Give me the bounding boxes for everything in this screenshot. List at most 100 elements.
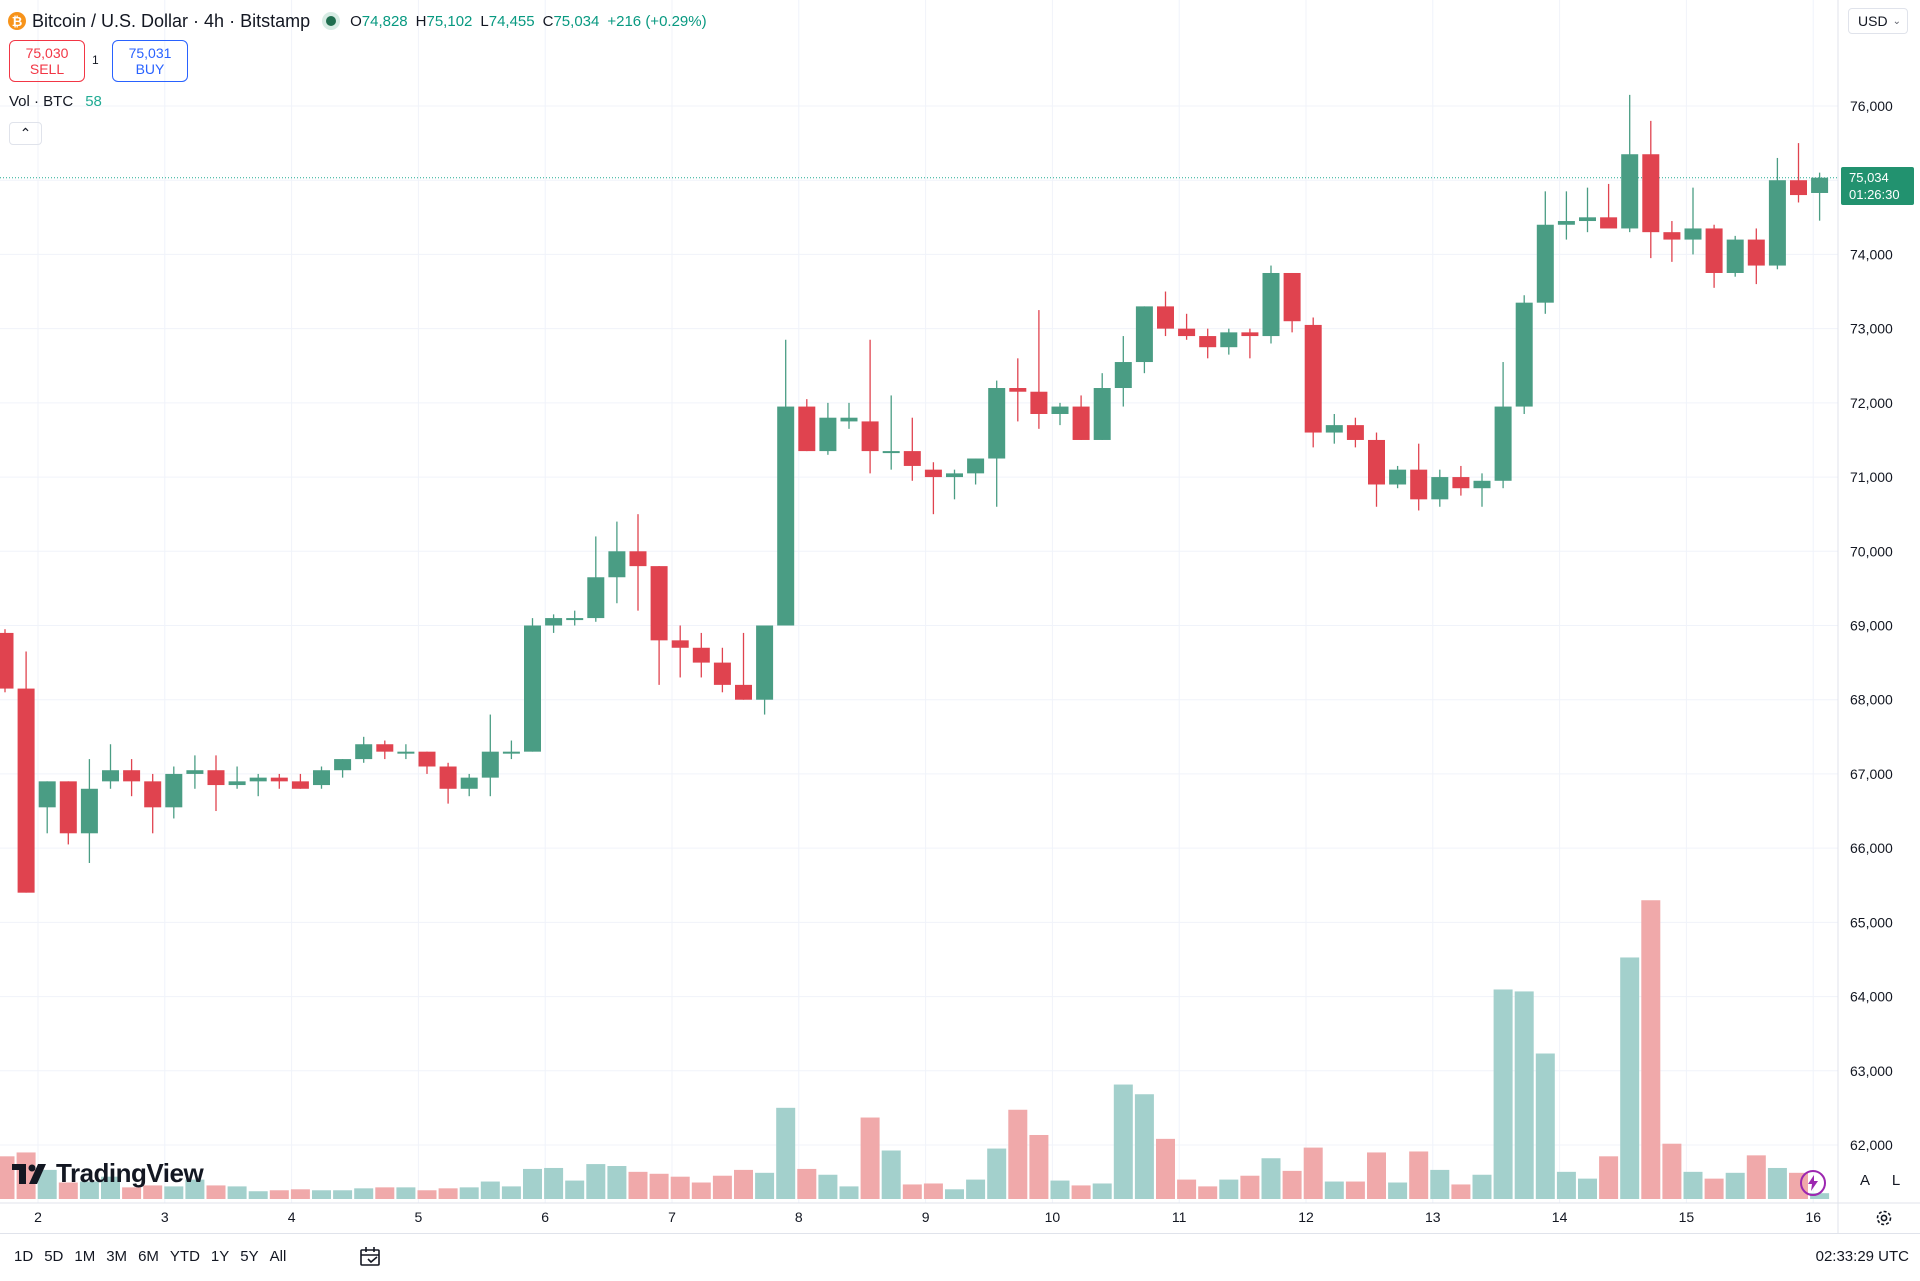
volume-bar (1008, 1109, 1028, 1199)
time-tick-label: 11 (1172, 1209, 1187, 1225)
auto-scale-button[interactable]: A (1859, 1171, 1870, 1189)
price-tick-label: 70,000 (1850, 543, 1893, 559)
volume-bar (818, 1174, 838, 1199)
volume-bar (860, 1117, 880, 1199)
volume-bar (1472, 1174, 1492, 1199)
close-label: C (542, 12, 554, 30)
candle-body (1093, 388, 1111, 440)
range-6m[interactable]: 6M (138, 1248, 159, 1265)
volume-bar (1261, 1158, 1281, 1199)
candle-body (1494, 406, 1512, 481)
candle-body (692, 647, 710, 663)
price-tick-label: 71,000 (1850, 469, 1893, 485)
candle-body (967, 458, 985, 474)
volume-bar (143, 1185, 163, 1199)
candle-body (924, 469, 942, 478)
volume-bar (1535, 1053, 1555, 1199)
price-tick-label: 67,000 (1850, 766, 1893, 782)
log-scale-button[interactable]: L (1891, 1171, 1901, 1189)
candle-body (1536, 224, 1554, 303)
candle-body (882, 451, 900, 454)
volume-bar (1303, 1147, 1323, 1199)
candle-body (1009, 388, 1027, 392)
candle-body (1135, 306, 1153, 363)
candle-body (840, 417, 858, 422)
volume-bar (902, 1184, 922, 1199)
range-3m[interactable]: 3M (106, 1248, 128, 1265)
last-price-value: 75,034 (1849, 170, 1889, 185)
gear-icon[interactable] (1873, 1207, 1895, 1229)
time-axis[interactable]: 2 3 4 5 6 7 8 9 10 11 12 13 14 15 16 (34, 1209, 1821, 1225)
chart-canvas[interactable]: 62,000 63,000 64,000 65,000 66,000 67,000 68,0… (0, 0, 1920, 1233)
volume-legend[interactable]: Vol · BTC 58 (9, 93, 102, 110)
calendar-icon[interactable] (359, 1246, 383, 1268)
open-label: O (350, 12, 362, 30)
candle-body (1114, 362, 1132, 389)
utc-clock[interactable]: 02:33:29 UTC (1815, 1248, 1909, 1265)
price-tick-label: 63,000 (1850, 1063, 1893, 1079)
candle-body (861, 421, 879, 452)
candle-body (1726, 239, 1744, 273)
volume-bar (712, 1175, 732, 1199)
currency-select[interactable]: USD ⌄ (1848, 8, 1908, 34)
volume-bar (396, 1187, 416, 1199)
price-tick-label: 72,000 (1850, 395, 1893, 411)
tradingview-logo[interactable]: TradingView (12, 1158, 204, 1189)
price-axis[interactable]: 62,000 63,000 64,000 65,000 66,000 67,000 68,0… (1850, 98, 1893, 1153)
candle-body (946, 473, 963, 478)
range-5d[interactable]: 5D (44, 1248, 64, 1265)
time-tick-label: 14 (1552, 1209, 1568, 1225)
volume-bar (1050, 1180, 1070, 1199)
range-5y[interactable]: 5Y (240, 1248, 259, 1265)
candle-body (1410, 469, 1428, 500)
symbol-header[interactable]: ₿ Bitcoin / U.S. Dollar · 4h · Bitstamp … (8, 9, 707, 33)
range-all[interactable]: All (269, 1248, 287, 1265)
candle-body (460, 777, 478, 789)
candle-body (798, 406, 816, 452)
volume-bar (1514, 991, 1534, 1199)
volume-bar (1451, 1184, 1471, 1199)
candle-body (313, 770, 330, 786)
candle-body (1642, 154, 1660, 233)
collapse-legend-button[interactable]: ⌃ (9, 122, 42, 145)
volume-bar (628, 1171, 648, 1199)
range-ytd[interactable]: YTD (169, 1248, 200, 1265)
buy-price: 75,031 (128, 45, 172, 61)
candle-body (1325, 425, 1343, 433)
volume-bar (586, 1164, 606, 1199)
range-1m[interactable]: 1M (74, 1248, 96, 1265)
price-tick-label: 65,000 (1850, 914, 1893, 930)
volume-bar (881, 1150, 901, 1199)
volume-bar (206, 1185, 226, 1199)
candle-body (123, 770, 141, 782)
symbol-title[interactable]: Bitcoin / U.S. Dollar · 4h · Bitstamp (32, 10, 311, 31)
sell-price: 75,030 (25, 45, 69, 61)
volume-bar (1345, 1181, 1365, 1199)
buy-button[interactable]: 75,031 BUY (112, 40, 188, 82)
candle-body (249, 777, 267, 782)
volume-bar (1430, 1169, 1450, 1199)
price-tick-label: 73,000 (1850, 321, 1893, 337)
volume-bar (1198, 1186, 1218, 1199)
sell-button[interactable]: 75,030 SELL (9, 40, 85, 82)
candle-body (1346, 425, 1364, 440)
volume-bar (1789, 1172, 1808, 1199)
volume-value: 58 (85, 93, 102, 110)
volume-bar (375, 1187, 395, 1199)
high-label: H (415, 12, 427, 30)
volume-bar (1556, 1171, 1576, 1199)
volume-bar (312, 1190, 331, 1199)
candle-body (1368, 439, 1385, 485)
volume-bar (755, 1172, 775, 1199)
candle-body (144, 781, 162, 808)
flash-icon[interactable] (1799, 1169, 1827, 1197)
candle-body (418, 751, 436, 767)
candle-body (38, 781, 56, 808)
range-1y[interactable]: 1Y (210, 1248, 230, 1265)
range-1d[interactable]: 1D (14, 1248, 34, 1265)
candle-body (1663, 232, 1681, 240)
volume-bar (1599, 1156, 1619, 1199)
volume-bar (1071, 1185, 1091, 1199)
market-status-icon[interactable] (326, 16, 337, 26)
volume-bar (923, 1183, 943, 1199)
